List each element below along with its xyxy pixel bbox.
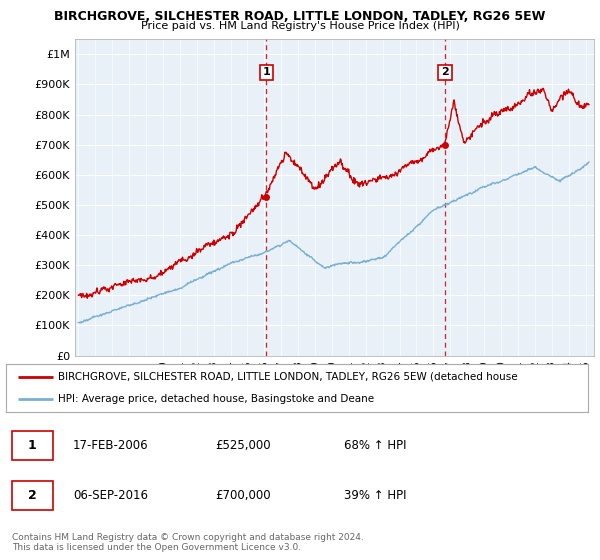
Text: Contains HM Land Registry data © Crown copyright and database right 2024.: Contains HM Land Registry data © Crown c… [12, 533, 364, 542]
FancyBboxPatch shape [12, 481, 53, 510]
Text: Price paid vs. HM Land Registry's House Price Index (HPI): Price paid vs. HM Land Registry's House … [140, 21, 460, 31]
Text: 2: 2 [28, 489, 37, 502]
Text: HPI: Average price, detached house, Basingstoke and Deane: HPI: Average price, detached house, Basi… [58, 394, 374, 404]
Text: This data is licensed under the Open Government Licence v3.0.: This data is licensed under the Open Gov… [12, 543, 301, 552]
Text: 17-FEB-2006: 17-FEB-2006 [73, 439, 149, 452]
Text: 2: 2 [441, 67, 449, 77]
Text: £525,000: £525,000 [215, 439, 271, 452]
Text: 06-SEP-2016: 06-SEP-2016 [73, 489, 148, 502]
Text: BIRCHGROVE, SILCHESTER ROAD, LITTLE LONDON, TADLEY, RG26 5EW: BIRCHGROVE, SILCHESTER ROAD, LITTLE LOND… [55, 10, 545, 23]
Text: 1: 1 [28, 439, 37, 452]
Text: BIRCHGROVE, SILCHESTER ROAD, LITTLE LONDON, TADLEY, RG26 5EW (detached house: BIRCHGROVE, SILCHESTER ROAD, LITTLE LOND… [58, 372, 518, 382]
FancyBboxPatch shape [12, 431, 53, 460]
Text: 1: 1 [262, 67, 270, 77]
Text: £700,000: £700,000 [215, 489, 271, 502]
Text: 68% ↑ HPI: 68% ↑ HPI [344, 439, 406, 452]
Text: 39% ↑ HPI: 39% ↑ HPI [344, 489, 406, 502]
